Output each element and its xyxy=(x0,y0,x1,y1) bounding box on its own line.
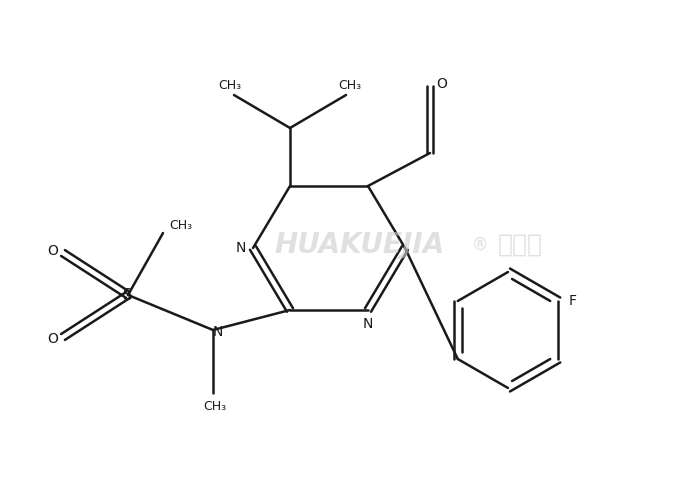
Text: O: O xyxy=(47,332,58,346)
Text: ®: ® xyxy=(472,236,489,254)
Text: N: N xyxy=(363,317,373,331)
Text: CH₃: CH₃ xyxy=(219,79,242,91)
Text: N: N xyxy=(213,325,223,339)
Text: CH₃: CH₃ xyxy=(203,400,227,413)
Text: CH₃: CH₃ xyxy=(169,218,193,231)
Text: S: S xyxy=(123,287,133,303)
Text: N: N xyxy=(236,241,246,255)
Text: O: O xyxy=(47,244,58,258)
Text: 化学加: 化学加 xyxy=(498,233,542,257)
Text: HUAKUEJIA: HUAKUEJIA xyxy=(275,231,445,259)
Text: CH₃: CH₃ xyxy=(338,79,361,91)
Text: F: F xyxy=(568,294,576,308)
Text: O: O xyxy=(436,77,448,91)
